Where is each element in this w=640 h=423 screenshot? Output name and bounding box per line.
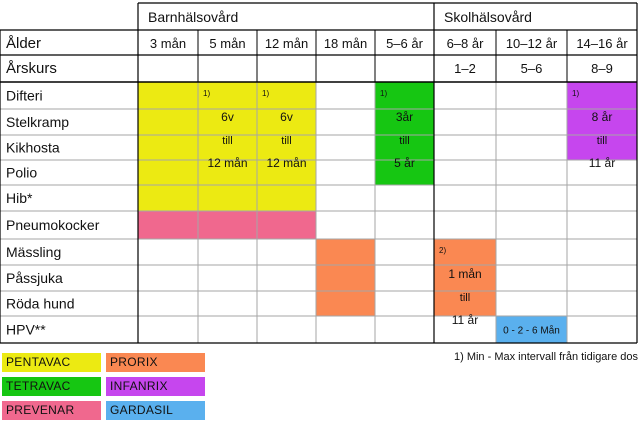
group-header-skolhalsovard: Skolhälsovård — [444, 9, 532, 25]
footnote-marker: 1) — [203, 89, 210, 98]
disease-label: Röda hund — [6, 296, 75, 312]
legend-item-prevenar: PREVENAR — [2, 401, 101, 420]
disease-label: Hib* — [6, 190, 33, 206]
annotation-text: till — [399, 135, 409, 147]
age-header: 6–8 år — [447, 36, 485, 51]
annotation-text: till — [460, 292, 470, 304]
disease-label: Mässling — [6, 244, 61, 260]
age-header: 10–12 år — [506, 36, 558, 51]
footnote-marker: 2) — [439, 246, 446, 255]
footnote-marker: 1) — [572, 89, 579, 98]
pentavac-block — [138, 82, 316, 211]
legend-item-infanrix: INFANRIX — [106, 377, 205, 396]
disease-label: Påssjuka — [6, 270, 63, 286]
legend-item-pentavac: PENTAVAC — [2, 353, 101, 372]
prevenar-block — [138, 211, 316, 239]
infanrix-block — [567, 82, 637, 160]
disease-label: Difteri — [6, 88, 43, 104]
annotation-text: 5 år — [394, 156, 415, 170]
prorix-18-block — [316, 239, 375, 316]
age-header: 14–16 år — [576, 36, 628, 51]
age-header: 5 mån — [209, 36, 245, 51]
row-label-arskurs: Årskurs — [6, 60, 57, 77]
grade-header: 1–2 — [454, 61, 476, 76]
annotation-text: till — [281, 135, 291, 147]
legend: PENTAVAC PRORIX TETRAVAC INFANRIX PREVENAR GA… — [0, 350, 640, 423]
row-label-alder: Ålder — [6, 35, 41, 52]
annotation-text: 6v — [221, 110, 234, 124]
legend-item-tetravac: TETRAVAC — [2, 377, 101, 396]
annotation-text: 0 - 2 - 6 Mån — [503, 325, 560, 337]
annotation-text: 3år — [396, 110, 413, 124]
age-header: 18 mån — [324, 36, 367, 51]
annotation-text: 1 mån — [448, 267, 481, 281]
grade-header: 8–9 — [591, 61, 613, 76]
disease-label: Polio — [6, 165, 37, 181]
gardasil-block — [496, 316, 567, 343]
footnote-marker: 1) — [262, 89, 269, 98]
annotation-text: 12 mån — [266, 156, 306, 170]
annotation-text: till — [222, 135, 232, 147]
disease-label: HPV** — [6, 322, 46, 338]
annotation-text: 6v — [280, 110, 293, 124]
annotation-text: 8 år — [592, 110, 613, 124]
legend-item-prorix: PRORIX — [106, 353, 205, 372]
age-header: 5–6 år — [386, 36, 424, 51]
vaccination-schedule-table: Barnhälsovård Skolhälsovård Ålder Årskurs 3 … — [0, 2, 638, 344]
age-header: 12 mån — [265, 36, 308, 51]
annotation-text: 11 år — [589, 156, 615, 170]
footnote-marker: 1) — [380, 89, 387, 98]
age-header: 3 mån — [150, 36, 186, 51]
annotation-text: till — [597, 135, 607, 147]
annotation-text: 11 år — [452, 313, 478, 327]
grade-header: 5–6 — [521, 61, 543, 76]
tetravac-block — [375, 82, 434, 185]
disease-label: Stelkramp — [6, 114, 69, 130]
group-header-barnhalsovard: Barnhälsovård — [148, 9, 238, 25]
prorix-6-8-block — [434, 239, 496, 316]
annotation-text: 12 mån — [207, 156, 247, 170]
legend-item-gardasil: GARDASIL — [106, 401, 205, 420]
disease-label: Kikhosta — [6, 140, 60, 156]
footnote: 1) Min - Max intervall från tidigare dos — [453, 351, 638, 363]
disease-label: Pneumokocker — [6, 217, 100, 233]
